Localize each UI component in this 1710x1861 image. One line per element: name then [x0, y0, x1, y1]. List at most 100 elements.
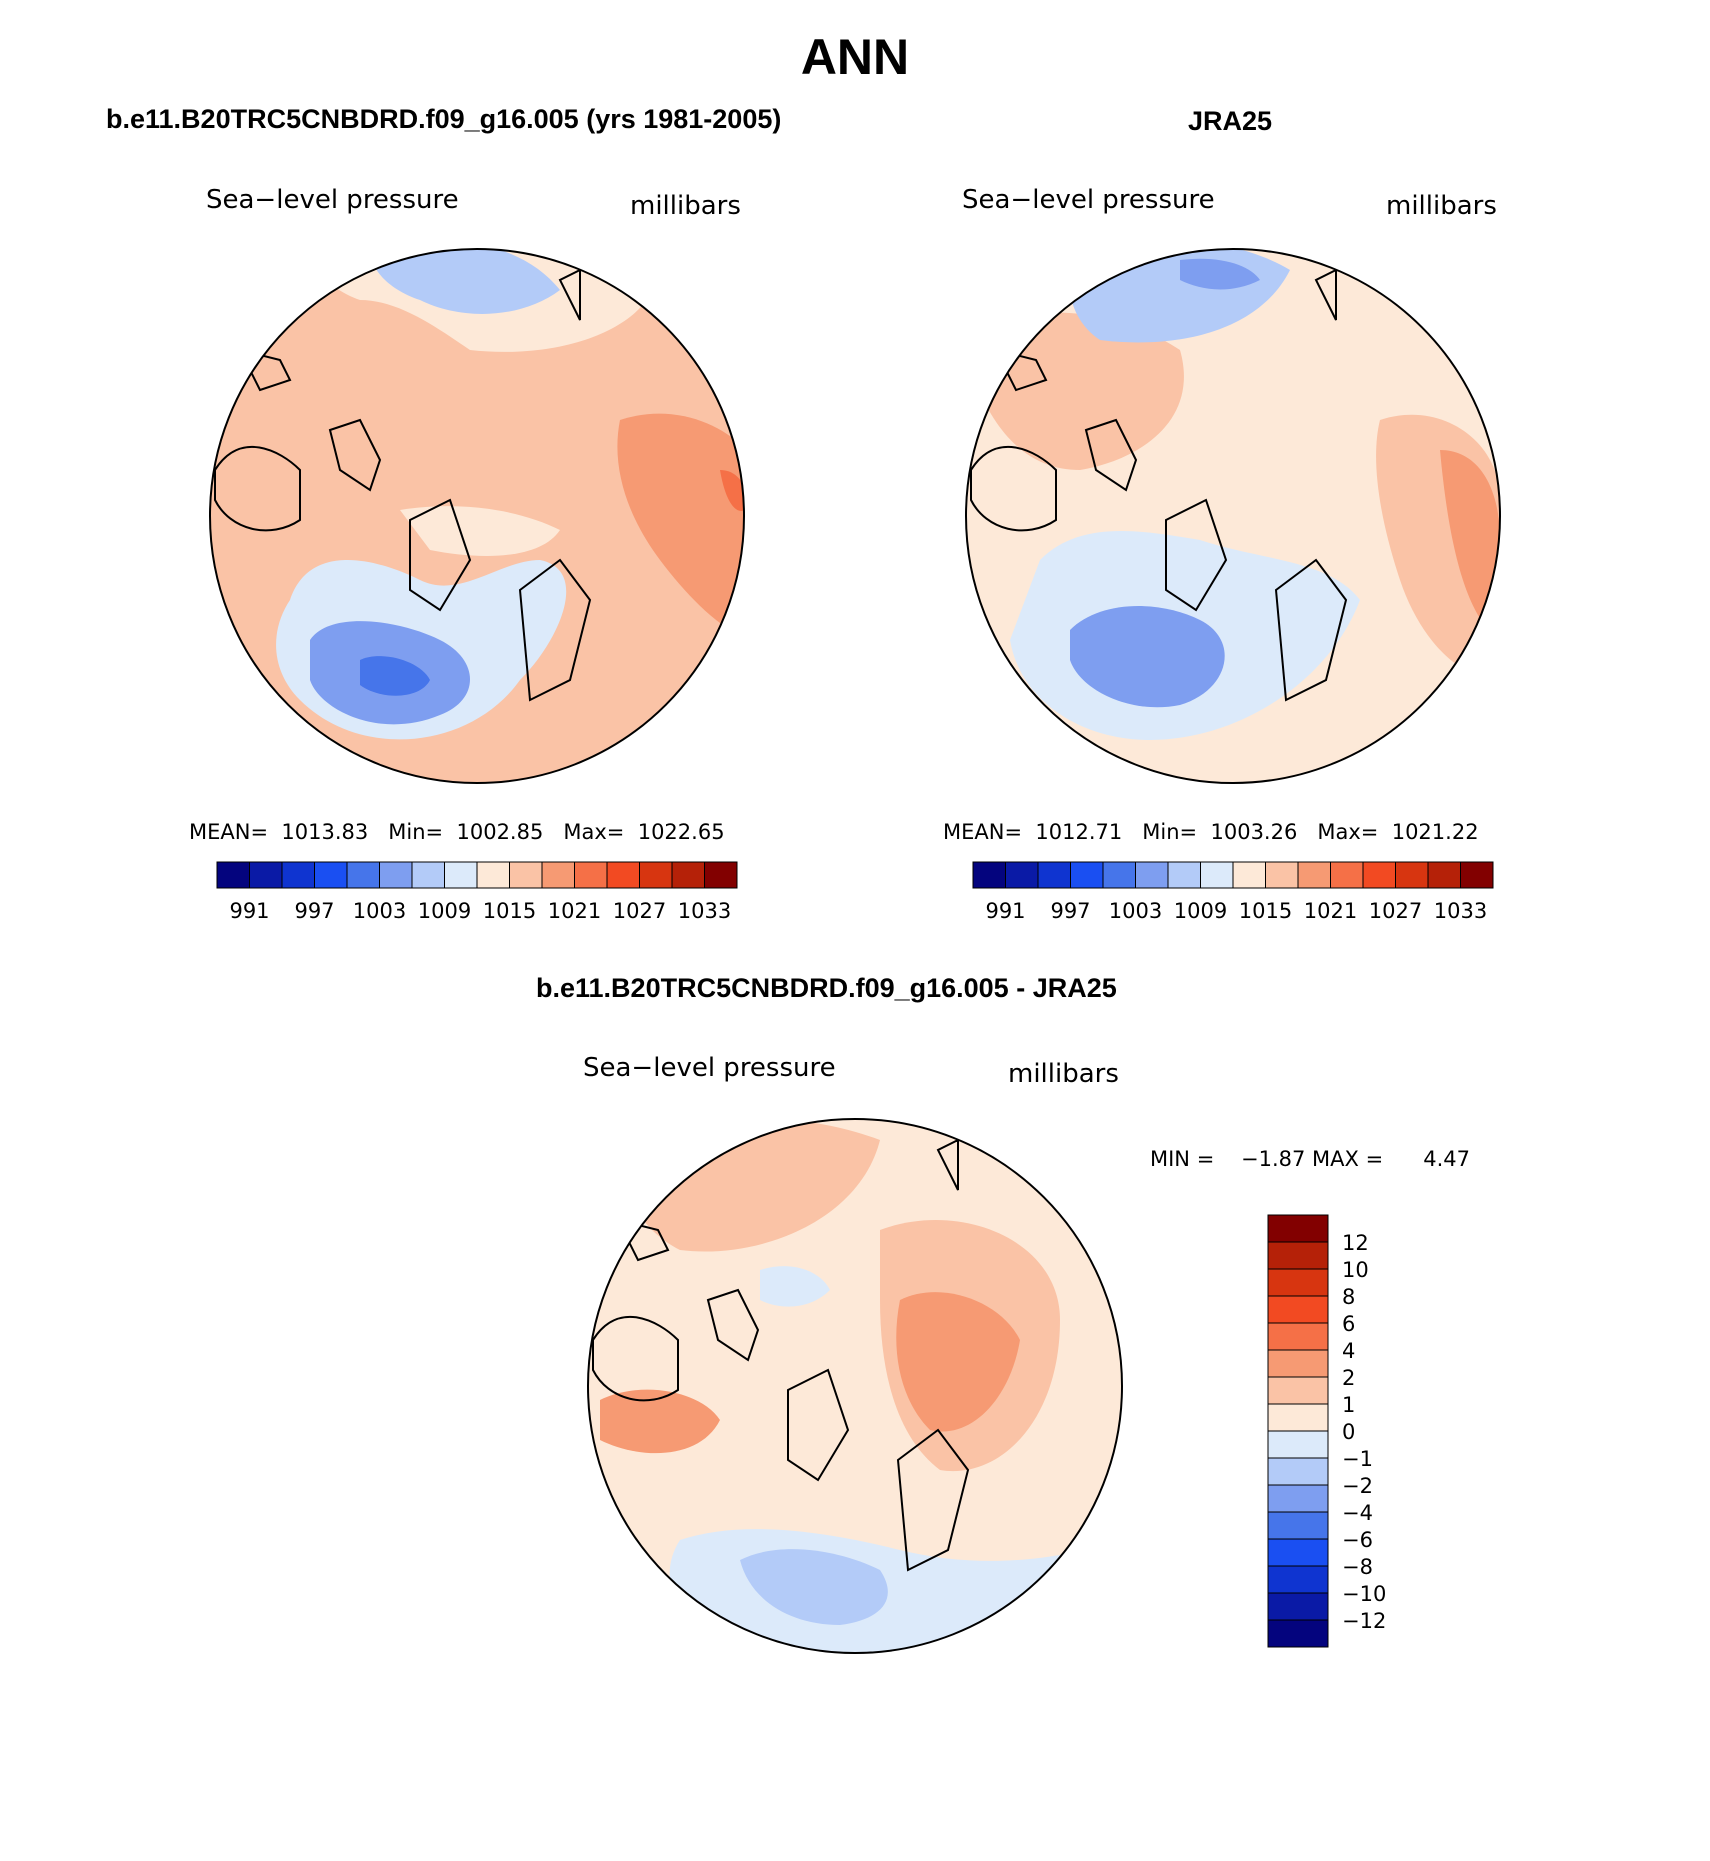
colorbar-tick-label: −2	[1342, 1474, 1373, 1498]
panel-2: Sea−level pressure millibars MEAN= 1012.…	[943, 185, 1501, 923]
colorbar-box	[314, 861, 348, 889]
colorbar-box	[1265, 861, 1299, 889]
panel-2-stats: MEAN= 1012.71 Min= 1003.26 Max= 1021.22	[943, 820, 1479, 844]
colorbar-box	[606, 861, 640, 889]
aleutian-low-core	[1180, 258, 1260, 290]
colorbar-tick-label: 1027	[1369, 899, 1422, 923]
colorbar-tick-label: 10	[1342, 1258, 1369, 1282]
coastlines	[214, 268, 592, 702]
arctic-region	[400, 506, 560, 556]
colorbar-box	[346, 861, 380, 889]
icelandic-low	[1070, 606, 1225, 708]
siberian-high	[617, 413, 744, 640]
colorbar-box	[574, 861, 608, 889]
colorbar-box	[1267, 1349, 1329, 1378]
colorbar-box	[1267, 1619, 1329, 1648]
colorbar-box	[1267, 1484, 1329, 1513]
panel-1: Sea−level pressure millibars MEAN= 1013.…	[189, 185, 745, 923]
colorbar-box	[639, 861, 673, 889]
colorbar-box	[1395, 861, 1429, 889]
colorbar-box	[1267, 1430, 1329, 1459]
colorbar-box	[1267, 1565, 1329, 1594]
panel-3: Sea−level pressure millibars MIN = −1.87…	[583, 1053, 1470, 1654]
colorbar-tick-label: 1009	[418, 899, 471, 923]
colorbar-box	[1267, 1511, 1329, 1540]
colorbar-tick-label: −6	[1342, 1528, 1373, 1552]
colorbar-box	[1267, 1538, 1329, 1567]
colorbar-tick-label: 1033	[1434, 899, 1487, 923]
colorbar-box	[444, 861, 478, 889]
colorbar-box	[249, 861, 283, 889]
colorbar-box	[1267, 1592, 1329, 1621]
colorbar-tick-label: 2	[1342, 1366, 1355, 1390]
colorbar-tick-label: 0	[1342, 1420, 1355, 1444]
panel-3-map-border	[587, 1118, 1123, 1654]
colorbar-box	[1200, 861, 1234, 889]
colorbar-tick-label: 4	[1342, 1339, 1355, 1363]
colorbar-box	[411, 861, 445, 889]
colorbar-tick-label: 1033	[678, 899, 731, 923]
panel-2-field-label: Sea−level pressure	[962, 185, 1215, 215]
colorbar-box	[1005, 861, 1039, 889]
colorbar-box	[1460, 861, 1494, 889]
panel-1-colorbar: 991 997 1003 1009 1015 1021 1027 1033	[216, 861, 738, 923]
arctic-negative	[760, 1266, 830, 1307]
colorbar-tick-label: −10	[1342, 1582, 1386, 1606]
panel-2-units-label: millibars	[1386, 191, 1497, 221]
panel-1-title: b.e11.B20TRC5CNBDRD.f09_g16.005 (yrs 198…	[106, 104, 782, 134]
colorbar-tick-label: 991	[229, 899, 269, 923]
panel-3-map	[588, 1119, 1122, 1653]
siberia-positive-core	[896, 1292, 1020, 1432]
colorbar-box	[1427, 861, 1461, 889]
colorbar-tick-label: 12	[1342, 1231, 1369, 1255]
panel-3-units-label: millibars	[1008, 1059, 1119, 1089]
page-title: ANN	[800, 29, 910, 85]
colorbar-tick-label: 1021	[1304, 899, 1357, 923]
colorbar-box	[509, 861, 543, 889]
panel-3-stats: MIN = −1.87 MAX = 4.47	[1150, 1147, 1470, 1171]
panel-1-units-label: millibars	[630, 191, 741, 221]
panel-1-stats: MEAN= 1013.83 Min= 1002.85 Max= 1022.65	[189, 820, 725, 844]
panel-2-map-border	[965, 248, 1501, 784]
colorbar-tick-label: 1003	[1109, 899, 1162, 923]
colorbar-box	[1330, 861, 1364, 889]
colorbar-tick-label: 1015	[483, 899, 536, 923]
panel-1-map-border	[209, 248, 745, 784]
panel-1-map	[210, 249, 744, 783]
colorbar-box	[1102, 861, 1136, 889]
canada-positive	[600, 1389, 720, 1454]
siberian-high-core	[720, 470, 744, 511]
colorbar-box	[1267, 1376, 1329, 1405]
colorbar-box	[1267, 1295, 1329, 1324]
colorbar-box	[1037, 861, 1071, 889]
panel-2-colorbar: 991 997 1003 1009 1015 1021 1027 1033	[972, 861, 1494, 923]
colorbar-tick-label: 6	[1342, 1312, 1355, 1336]
colorbar-box	[671, 861, 705, 889]
colorbar-tick-label: 991	[985, 899, 1025, 923]
colorbar-box	[541, 861, 575, 889]
colorbar-box	[1297, 861, 1331, 889]
colorbar-box	[281, 861, 315, 889]
panel-1-field-label: Sea−level pressure	[206, 185, 459, 215]
aleutian-low	[370, 249, 560, 314]
colorbar-tick-label: 1	[1342, 1393, 1355, 1417]
colorbar-box	[972, 861, 1006, 889]
coastlines	[592, 1138, 970, 1572]
colorbar-tick-label: 1003	[353, 899, 406, 923]
colorbar-tick-label: 1027	[613, 899, 666, 923]
colorbar-box	[1267, 1403, 1329, 1432]
panel-3-field-label: Sea−level pressure	[583, 1053, 836, 1083]
colorbar-box	[1267, 1457, 1329, 1486]
colorbar-box	[1167, 861, 1201, 889]
colorbar-tick-label: 997	[294, 899, 334, 923]
panel-3-title: b.e11.B20TRC5CNBDRD.f09_g16.005 - JRA25	[536, 973, 1117, 1003]
colorbar-tick-label: −4	[1342, 1501, 1373, 1525]
colorbar-tick-label: −1	[1342, 1447, 1373, 1471]
coastlines	[970, 268, 1348, 702]
colorbar-tick-label: −8	[1342, 1555, 1373, 1579]
colorbar-tick-label: 1021	[548, 899, 601, 923]
colorbar-tick-label: 1015	[1239, 899, 1292, 923]
colorbar-box	[704, 861, 738, 889]
